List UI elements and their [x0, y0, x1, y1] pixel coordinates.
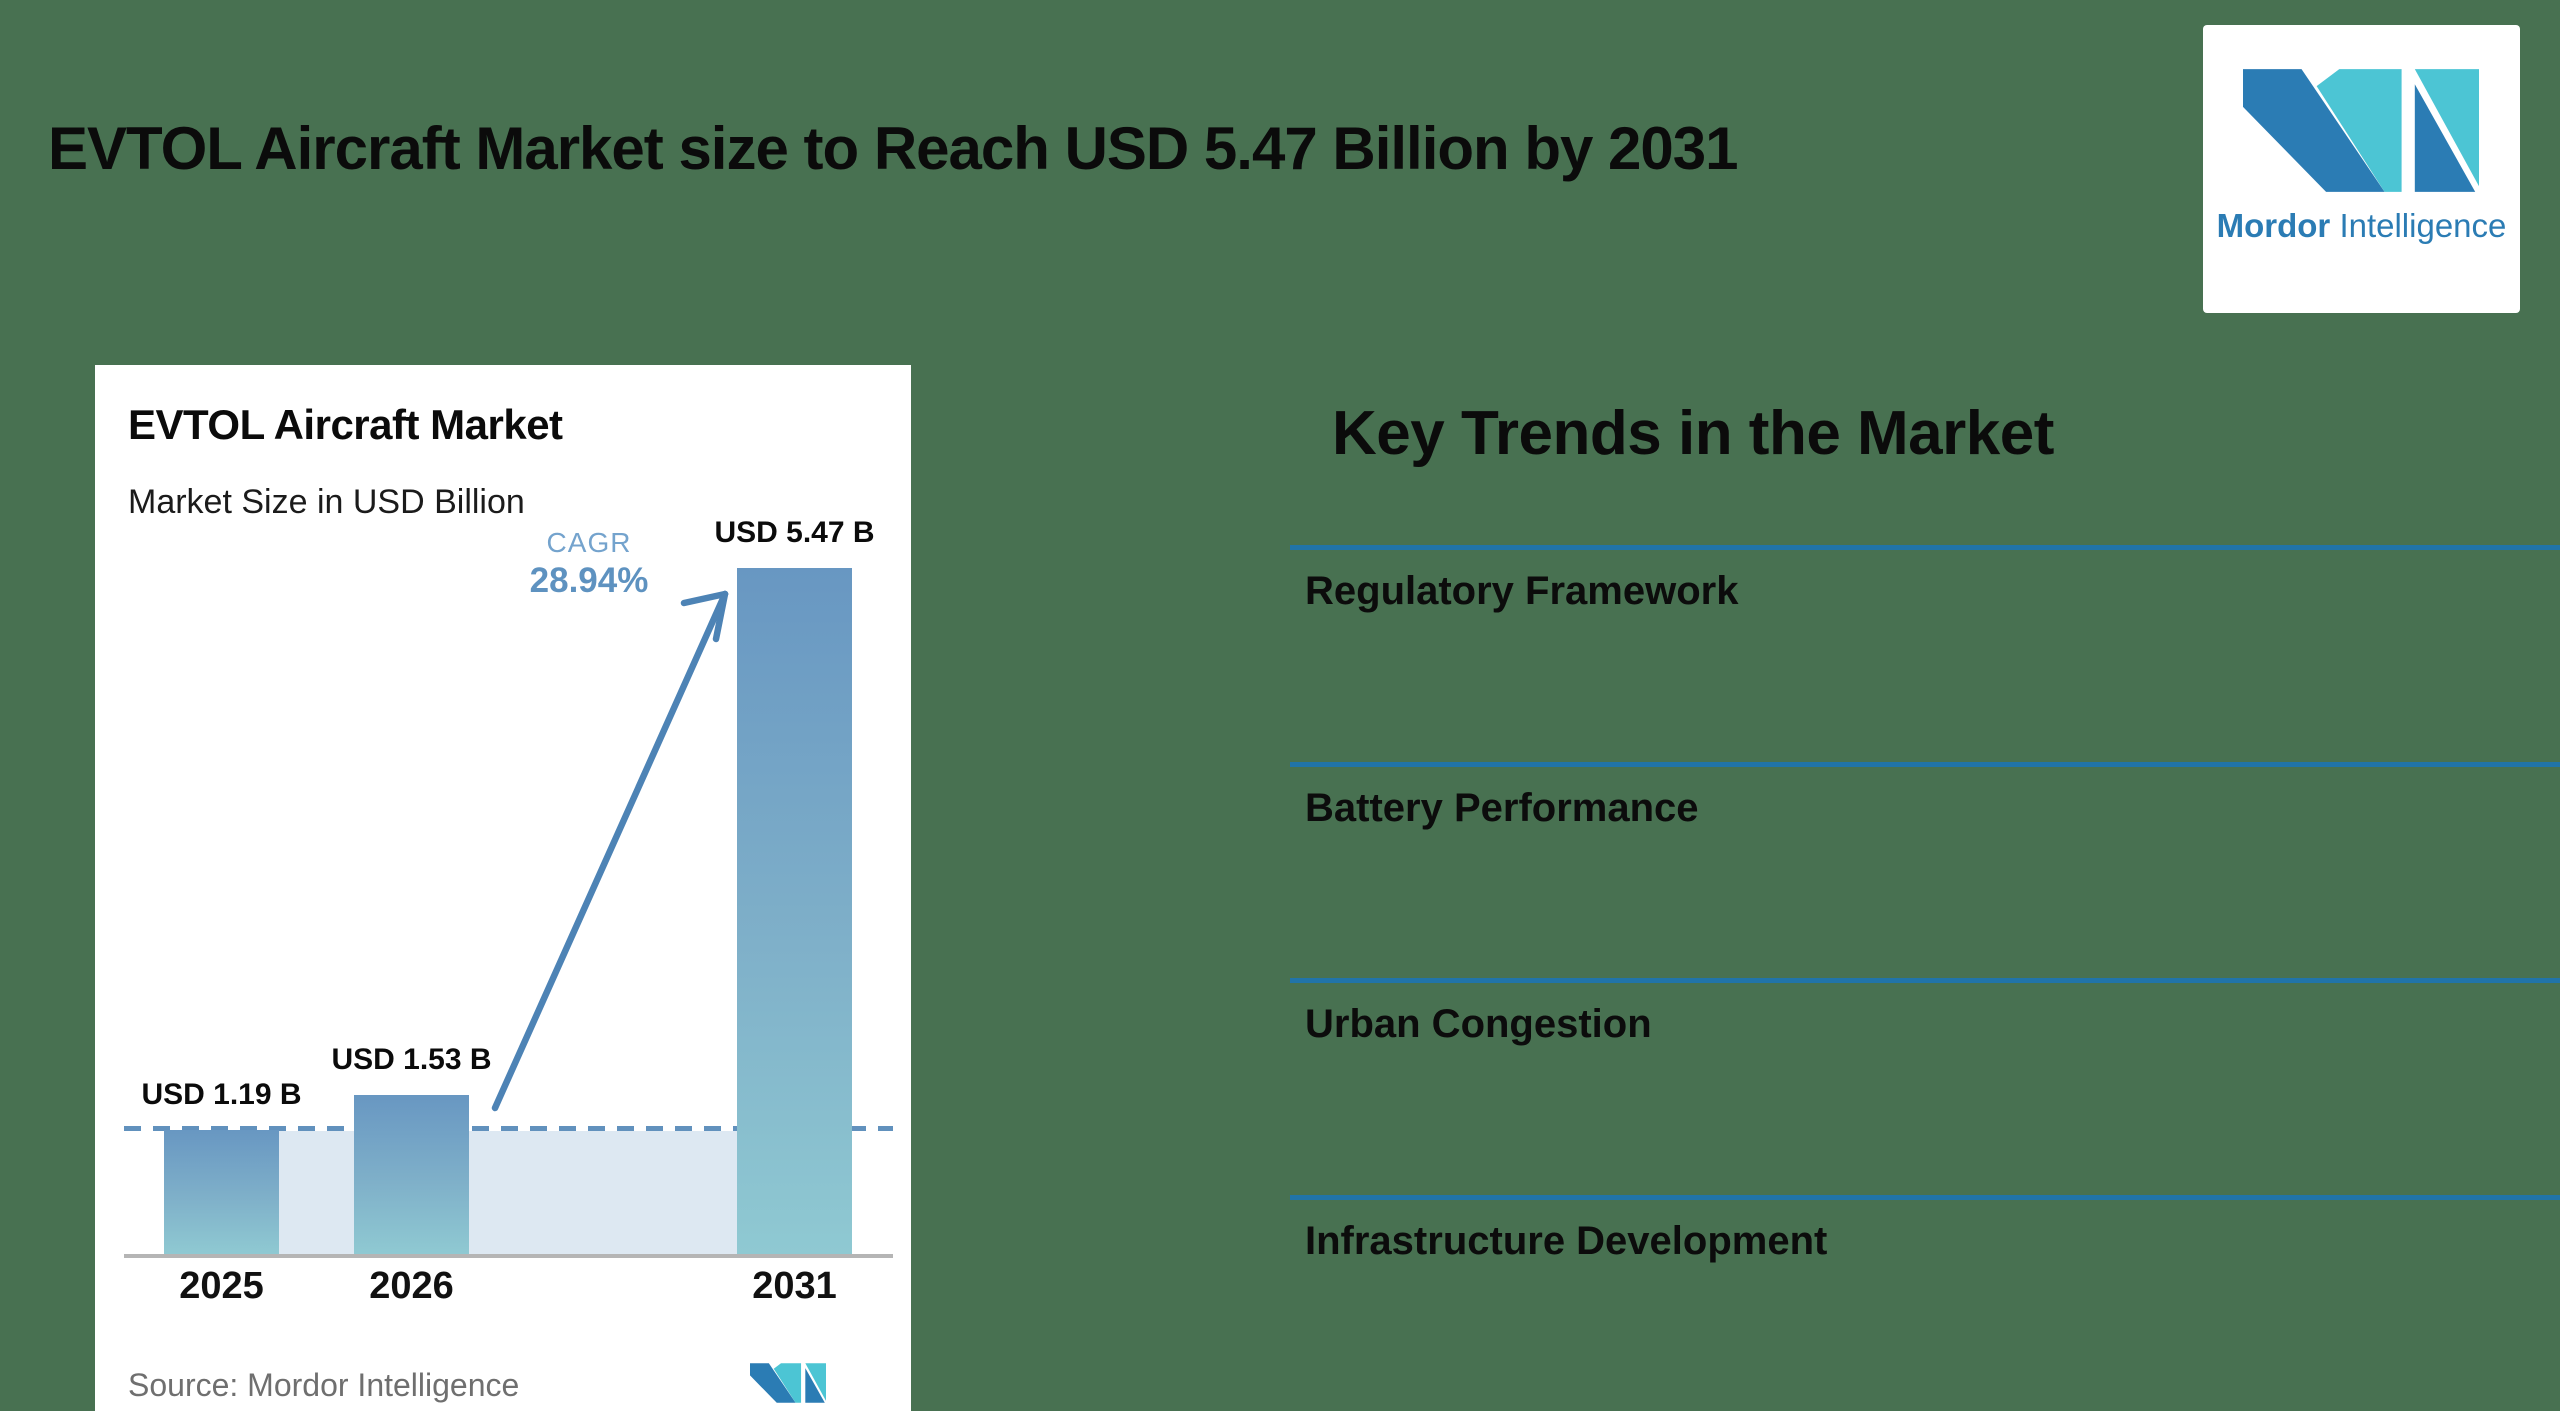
mordor-intelligence-logo-icon: [2243, 69, 2479, 192]
cagr-value: 28.94%: [529, 561, 649, 600]
market-size-bar: [354, 1095, 469, 1254]
page-title: EVTOL Aircraft Market size to Reach USD …: [48, 115, 1739, 182]
source-value: Mordor Intelligence: [247, 1367, 520, 1403]
market-size-bar: [164, 1130, 279, 1254]
chart-card: EVTOL Aircraft Market Market Size in USD…: [95, 365, 911, 1411]
dashed-reference-line: [124, 1126, 893, 1131]
trend-divider-line: [1290, 545, 2560, 550]
trend-divider-line: [1290, 1195, 2560, 1200]
trend-item-label: Urban Congestion: [1305, 1002, 1652, 1046]
chart-subtitle: Market Size in USD Billion: [128, 483, 525, 521]
key-trends-title: Key Trends in the Market: [1332, 399, 2054, 468]
brand-name-bold: Mordor: [2216, 207, 2331, 244]
cagr-label: CAGR: [546, 527, 632, 558]
brand-logo-box: Mordor Intelligence: [2203, 25, 2520, 313]
bar-value-label: USD 5.47 B: [714, 516, 875, 549]
x-axis-tick-label: 2031: [752, 1265, 837, 1307]
trend-item-label: Regulatory Framework: [1305, 569, 1739, 613]
brand-name-light: Intelligence: [2339, 207, 2507, 244]
trend-item-label: Battery Performance: [1305, 786, 1699, 830]
mordor-intelligence-mini-logo-icon: [750, 1363, 826, 1403]
source-note: Source: Mordor Intelligence: [128, 1367, 519, 1404]
x-axis-tick-label: 2026: [369, 1265, 454, 1307]
chart-title: EVTOL Aircraft Market: [128, 401, 563, 448]
market-size-bar: [737, 568, 852, 1254]
trend-divider-line: [1290, 978, 2560, 983]
x-axis-tick-label: 2025: [179, 1265, 264, 1307]
trend-item-label: Infrastructure Development: [1305, 1219, 1828, 1263]
trend-divider-line: [1290, 762, 2560, 767]
source-label: Source:: [128, 1367, 239, 1403]
x-axis-line: [124, 1254, 893, 1258]
brand-wordmark: Mordor Intelligence: [2203, 207, 2520, 245]
bar-value-label: USD 1.19 B: [141, 1078, 302, 1111]
growth-arrow-icon: [491, 590, 729, 1112]
bar-value-label: USD 1.53 B: [331, 1043, 492, 1076]
